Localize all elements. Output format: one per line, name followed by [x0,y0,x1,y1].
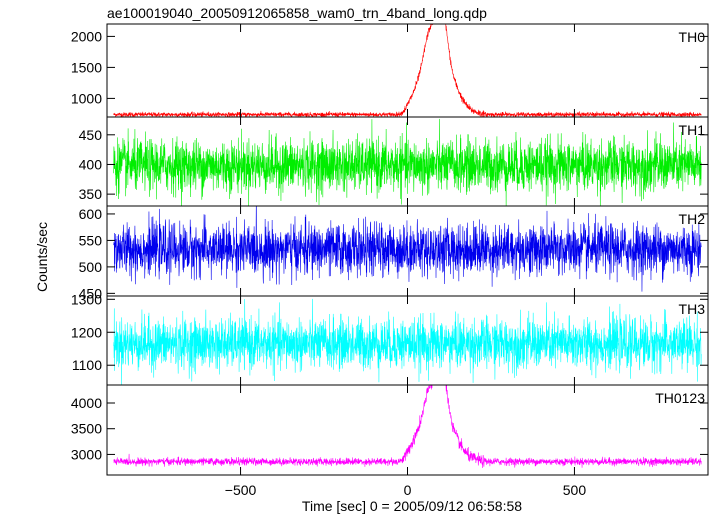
series-line-th1 [113,118,702,206]
series-line-th0123 [113,385,702,469]
y-tick-label: 3000 [71,446,102,462]
x-tick-label: −500 [225,482,257,498]
y-tick-label: 1000 [71,90,102,106]
x-tick-label: 0 [404,482,412,498]
series-line-th3 [113,298,702,385]
y-tick-label: 450 [79,127,103,143]
series-label-th0: TH0 [679,29,706,45]
series-label-th3: TH3 [679,301,706,317]
x-tick-label: 500 [563,482,587,498]
y-tick-label: 1100 [72,357,102,373]
y-tick-label: 550 [79,232,103,248]
series-line-th2 [113,206,702,292]
series-line-th0 [113,24,702,117]
y-tick-label: 2000 [71,28,102,44]
y-tick-label: 1200 [71,324,102,340]
y-tick-label: 400 [79,156,103,172]
y-tick-label: 500 [79,259,103,275]
x-axis: −500 0 500 [225,482,587,498]
y-tick-label: 4000 [71,395,102,411]
series-label-th0123: TH0123 [655,390,705,406]
panel-th1: 350 400 450 TH1 [79,116,709,207]
series-label-th1: TH1 [679,122,706,138]
y-tick-label: 3500 [71,421,102,437]
x-axis-label: Time [sec] 0 = 2005/09/12 06:58:58 [302,498,522,514]
panels: 1000 1500 2000 TH0 350 400 450 TH1 450 500 550 600 T… [71,23,709,476]
y-tick-label: 1300 [71,291,102,307]
panel-th0123: 3000 3500 4000 TH0123 [71,384,709,476]
y-axis-label: Counts/sec [34,222,50,292]
y-tick-label: 350 [79,186,103,202]
panel-th2: 450 500 550 600 TH2 [79,205,709,301]
chart-title: ae100019040_20050912065858_wam0_trn_4ban… [107,5,487,21]
panel-th3: 1100 1200 1300 TH3 [71,291,709,386]
y-tick-label: 1500 [71,59,102,75]
y-tick-label: 450 [79,285,103,301]
y-tick-label: 600 [79,206,103,222]
series-label-th2: TH2 [679,211,706,227]
